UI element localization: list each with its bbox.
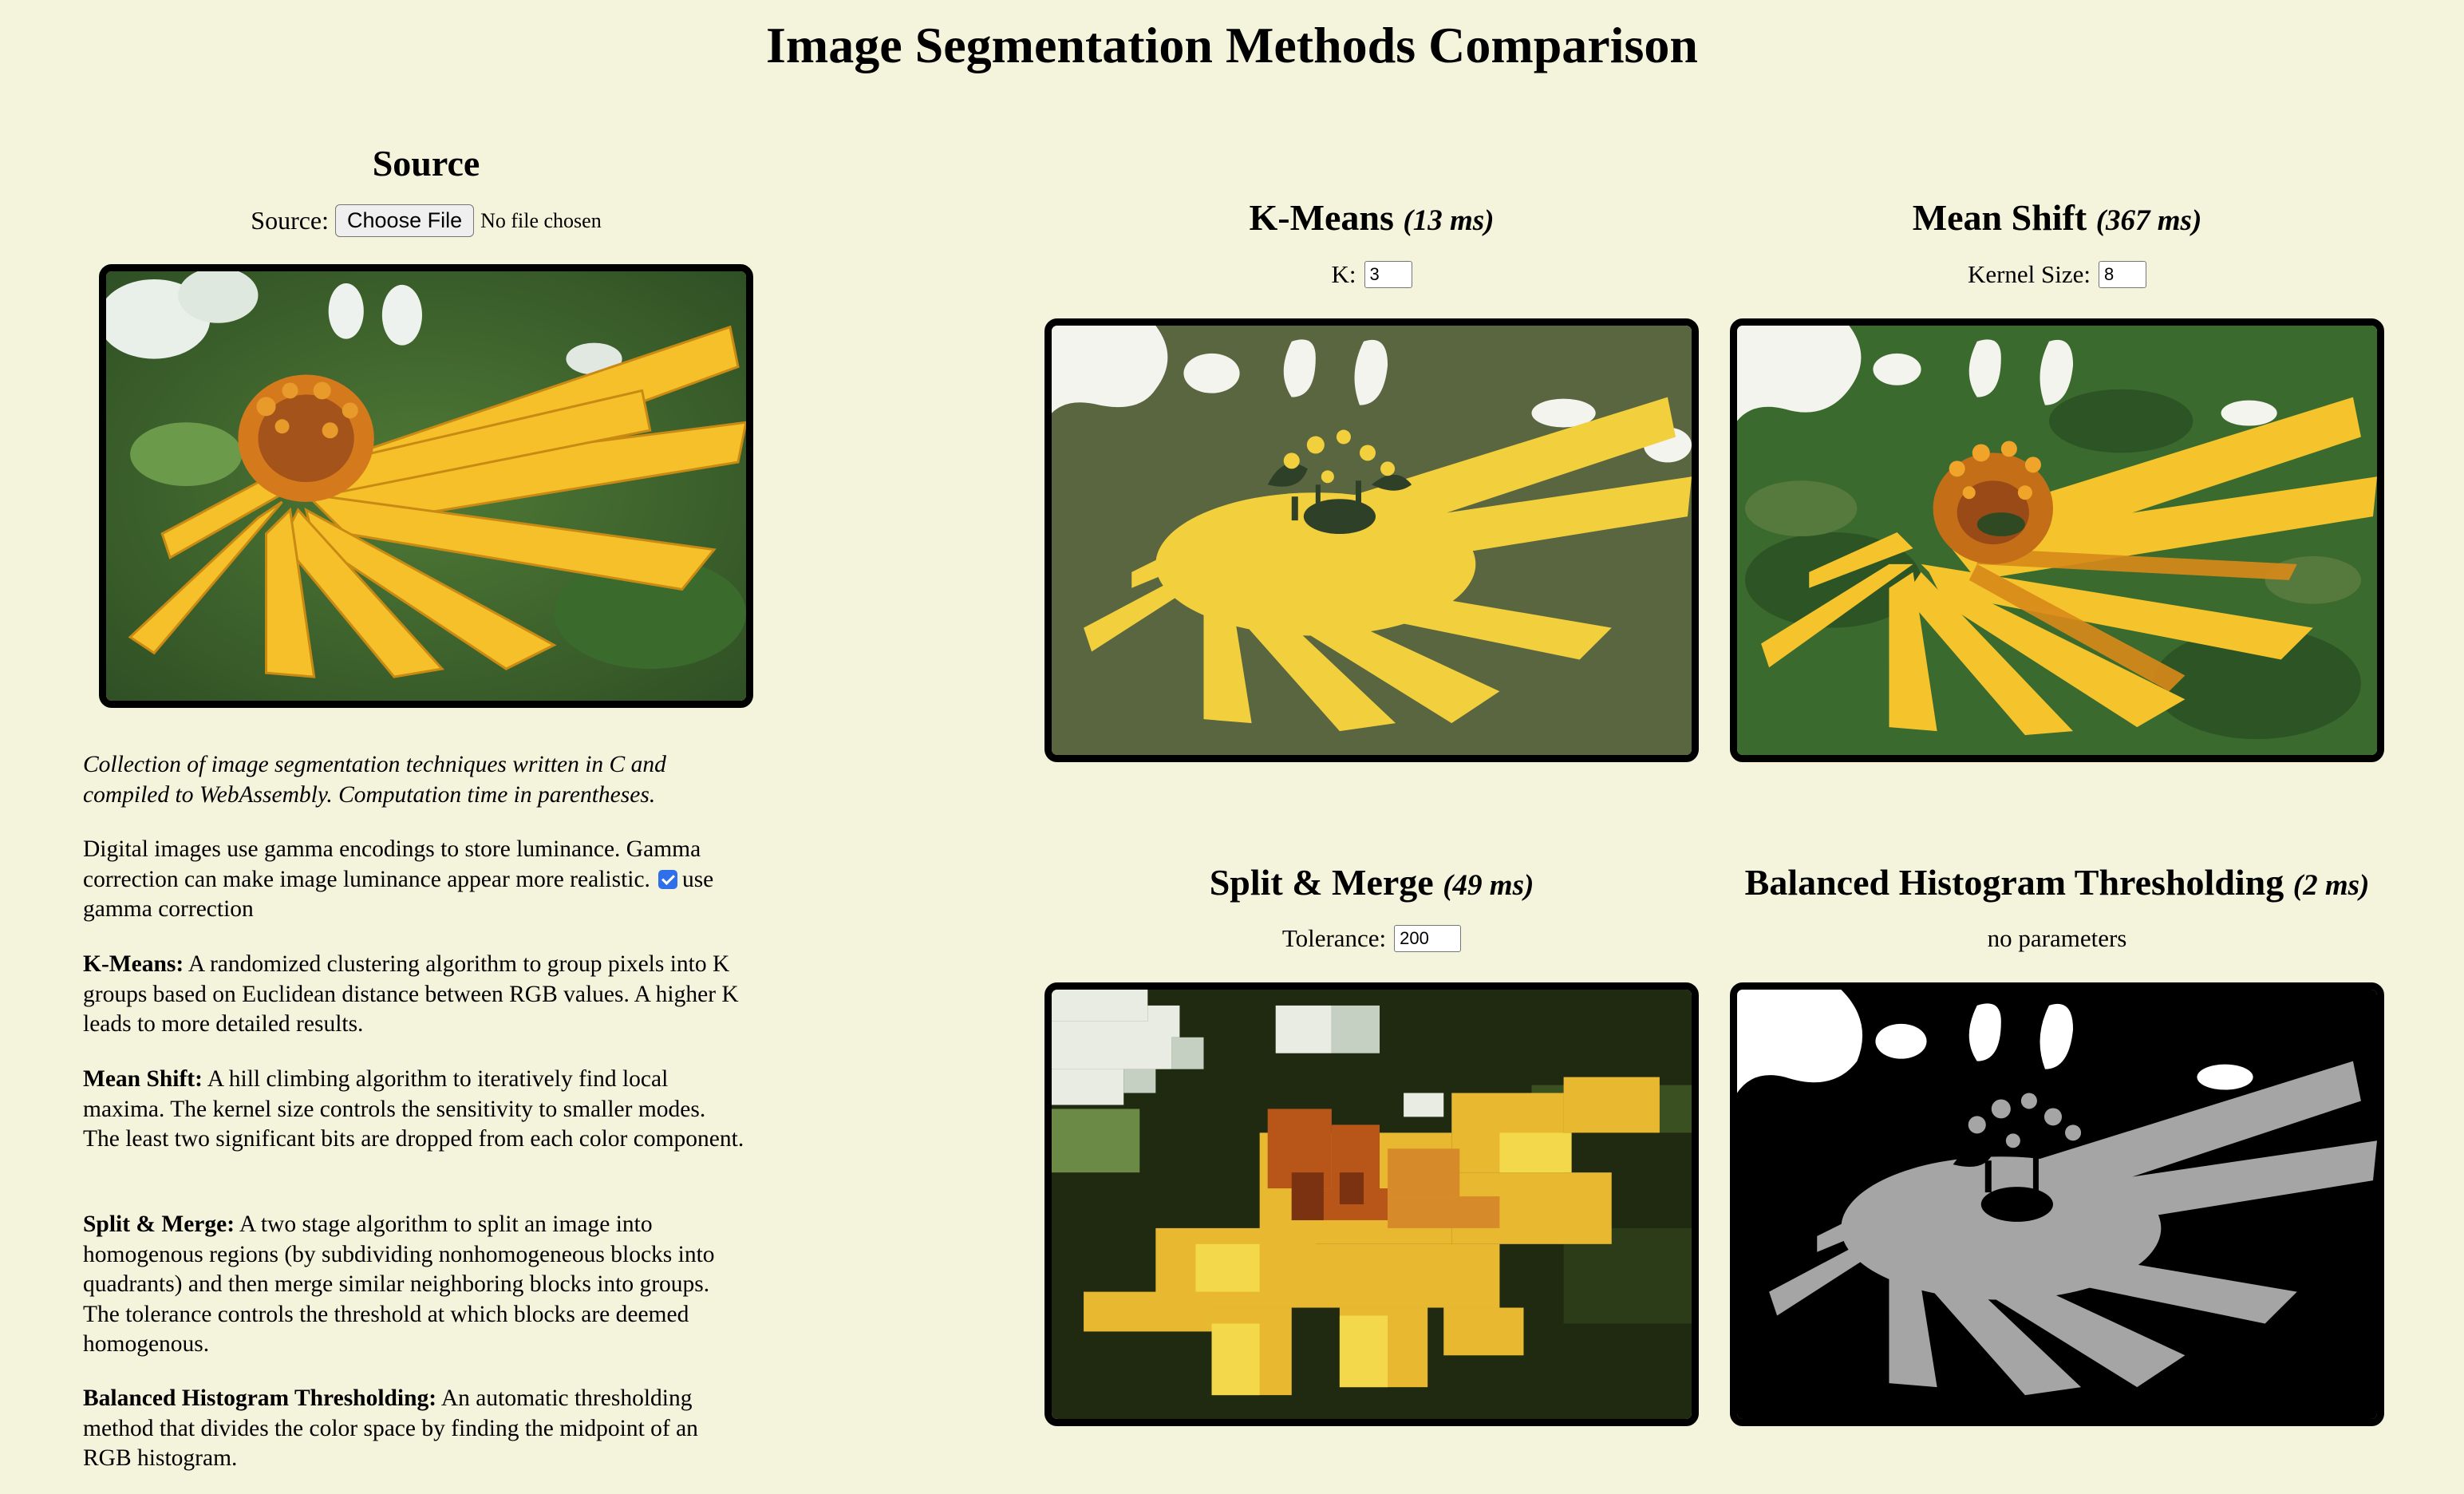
- meanshift-title: Mean Shift (367 ms): [1730, 196, 2384, 239]
- bht-param-text: no parameters: [1987, 924, 2127, 952]
- kmeans-term: K-Means:: [83, 951, 184, 977]
- bht-name: Balanced Histogram Thresholding: [1744, 862, 2284, 903]
- gamma-section: Digital images use gamma encodings to st…: [83, 835, 745, 925]
- bht-param: no parameters: [1730, 924, 2384, 953]
- kmeans-param: K:: [1044, 260, 1699, 289]
- gamma-checkbox[interactable]: [657, 869, 677, 889]
- meanshift-term: Mean Shift:: [83, 1066, 203, 1092]
- splitmerge-term: Split & Merge:: [83, 1211, 235, 1237]
- bht-time: (2 ms): [2292, 869, 2370, 902]
- meanshift-param: Kernel Size:: [1730, 260, 2384, 289]
- kmeans-text: A randomized clustering algorithm to gro…: [83, 951, 739, 1037]
- bht-title: Balanced Histogram Thresholding (2 ms): [1730, 861, 2384, 903]
- choose-file-button[interactable]: Choose File: [335, 204, 475, 237]
- splitmerge-result-image: [1044, 982, 1699, 1426]
- splitmerge-title: Split & Merge (49 ms): [1044, 861, 1699, 903]
- splitmerge-text: A two stage algorithm to split an image …: [83, 1211, 715, 1357]
- splitmerge-name: Split & Merge: [1209, 862, 1434, 903]
- splitmerge-description: Split & Merge: A two stage algorithm to …: [83, 1210, 745, 1360]
- meanshift-result-image: [1730, 318, 2384, 762]
- bht-text: An automatic thresholding method that di…: [83, 1385, 698, 1471]
- meanshift-description: Mean Shift: A hill climbing algorithm to…: [83, 1065, 745, 1155]
- file-status: No file chosen: [480, 208, 602, 232]
- kmeans-description: K-Means: A randomized clustering algorit…: [83, 950, 745, 1040]
- source-file-picker: Source: Choose File No file chosen: [83, 204, 769, 237]
- source-heading: Source: [372, 143, 480, 184]
- meanshift-time: (367 ms): [2095, 204, 2202, 237]
- splitmerge-time: (49 ms): [1443, 869, 1534, 902]
- splitmerge-param-label: Tolerance:: [1281, 924, 1387, 952]
- kmeans-title: K-Means (13 ms): [1044, 196, 1699, 239]
- bht-result-image: [1730, 982, 2384, 1426]
- kmeans-name: K-Means: [1249, 197, 1394, 238]
- source-label: Source:: [251, 206, 330, 235]
- intro-text: Collection of image segmentation techniq…: [83, 752, 666, 808]
- kernel-size-input[interactable]: [2099, 261, 2147, 288]
- kmeans-result-image: [1044, 318, 1699, 762]
- tolerance-input[interactable]: [1394, 925, 1462, 952]
- kmeans-time: (13 ms): [1403, 204, 1495, 237]
- meanshift-param-label: Kernel Size:: [1967, 260, 2091, 288]
- description: Collection of image segmentation techniq…: [83, 750, 745, 810]
- gamma-checkbox-label: use gamma correction: [83, 866, 714, 923]
- gamma-text: Digital images use gamma encodings to st…: [83, 836, 701, 892]
- splitmerge-param: Tolerance:: [1044, 924, 1699, 953]
- page-title: Image Segmentation Methods Comparison: [766, 17, 1698, 73]
- bht-term: Balanced Histogram Thresholding:: [83, 1385, 437, 1411]
- kmeans-param-label: K:: [1331, 260, 1356, 288]
- bht-description: Balanced Histogram Thresholding: An auto…: [83, 1384, 745, 1474]
- meanshift-name: Mean Shift: [1912, 197, 2087, 238]
- source-image: [99, 264, 753, 708]
- k-input[interactable]: [1364, 261, 1412, 288]
- meanshift-text: A hill climbing algorithm to iteratively…: [83, 1066, 744, 1152]
